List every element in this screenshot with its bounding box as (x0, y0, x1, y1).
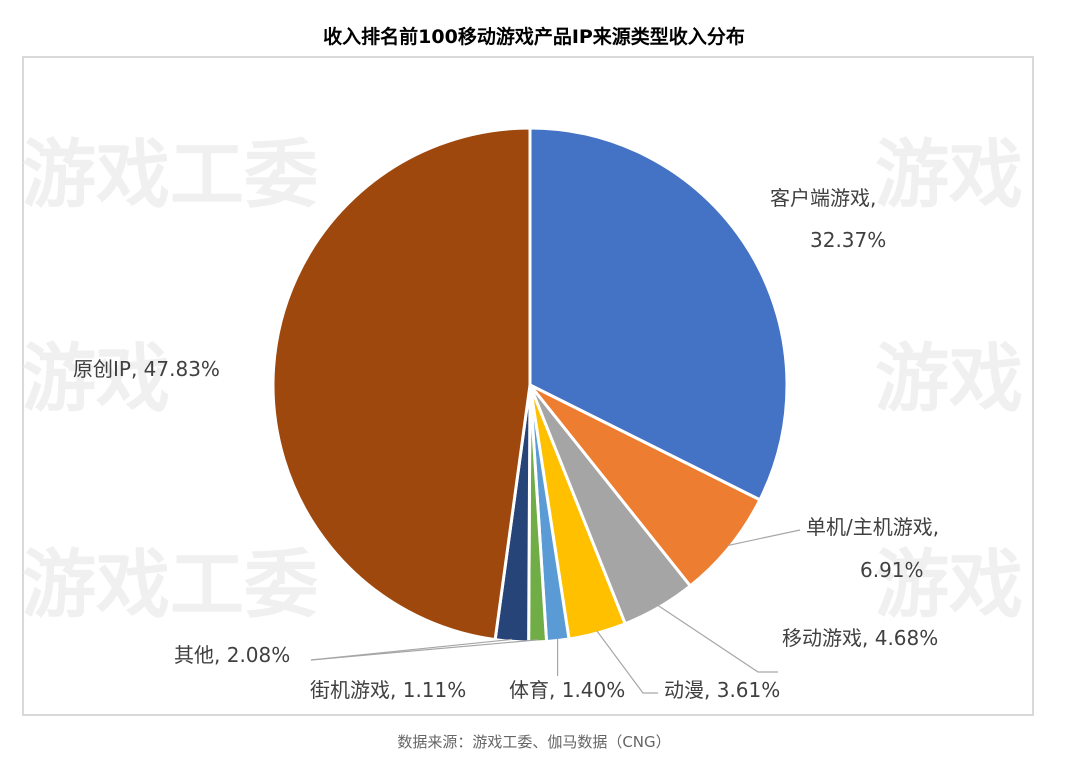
data-label-3-text: 动漫, 3.61% (664, 678, 780, 702)
watermark-text: 游戏 (875, 132, 1023, 218)
watermark-text: 游戏工委 (22, 132, 318, 218)
data-label-1-text: 单机/主机游戏, (806, 515, 939, 539)
data-label-4-text: 体育, 1.40% (509, 678, 625, 702)
data-label-2-text: 移动游戏, 4.68% (782, 626, 938, 650)
watermark-text: 游戏 (875, 542, 1023, 628)
leader-lines (310, 529, 801, 694)
data-label-7-text: 原创IP, 47.83% (73, 357, 220, 381)
leader-line-1 (728, 529, 801, 547)
watermark-text: 游戏工委 (22, 542, 318, 628)
data-label-5-text: 街机游戏, 1.11% (310, 678, 466, 702)
pie-slice-7 (271, 126, 532, 642)
data-label-0-pct: 32.37% (810, 228, 886, 252)
chart-title: 收入排名前100移动游戏产品IP来源类型收入分布 (323, 26, 745, 48)
leader-line-3 (596, 630, 658, 694)
pie-slice-1 (528, 383, 762, 588)
watermark-text: 游戏 (22, 336, 170, 422)
data-label-6-text: 其他, 2.08% (174, 643, 290, 667)
leader-line-6 (310, 638, 513, 661)
pie-slice-0 (528, 126, 789, 502)
pie-slices (271, 126, 789, 644)
data-source-note: 数据来源：游戏工委、伽马数据（CNG） (397, 733, 671, 751)
data-label-1-pct: 6.91% (860, 558, 924, 582)
data-labels: 客户端游戏, 32.37% 单机/主机游戏, 6.91% 移动游戏, 4.68% 动漫, … (73, 186, 939, 702)
leader-line-2 (657, 604, 778, 673)
watermark-text: 游戏 (875, 336, 1023, 422)
data-label-0-text: 客户端游戏, (770, 186, 876, 210)
